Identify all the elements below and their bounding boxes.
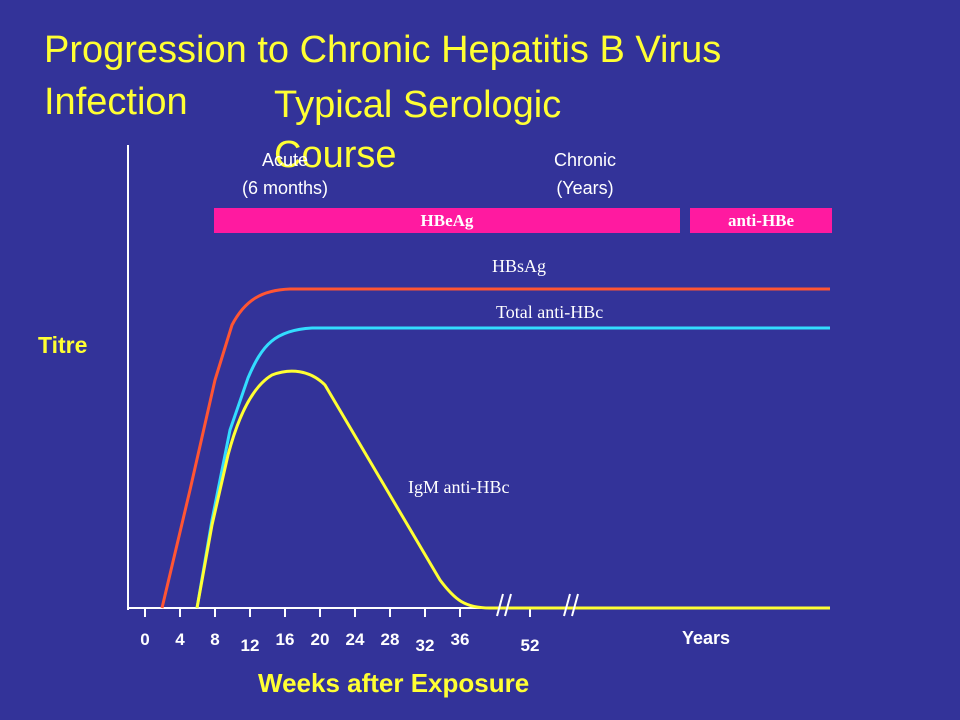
break-mark-1a [496,593,504,617]
phase-acute: Acute (6 months) [210,146,360,202]
slide-subtitle: Typical Serologic Course [274,84,562,176]
total-anti-hbc-curve [195,326,830,609]
x-tick-label: 0 [140,630,149,649]
x-axis-title: Weeks after Exposure [258,668,530,698]
phase-chronic: Chronic (Years) [510,146,660,202]
y-axis-label: Titre [38,332,88,358]
x-tick-label: 36 [451,630,470,649]
phase-acute-sublabel: (6 months) [241,178,329,198]
break-mark-2b [571,593,579,617]
break-mark-1b [504,593,512,617]
series-label-hbsag: HBsAg [492,256,547,276]
phase-chronic-label: Chronic [553,150,617,170]
hbsag-curve [160,287,830,609]
igm-anti-hbc-curve [195,369,830,610]
break-mark-2a [563,593,571,617]
phase-acute-label: Acute [261,150,309,170]
axis-break-marks [496,593,579,617]
x-tick-label: 20 [311,630,330,649]
x-tick-label: 16 [276,630,295,649]
x-tick-label: 8 [210,630,219,649]
phase-chronic-sublabel: (Years) [556,178,614,198]
x-tick-label: 32 [416,636,435,655]
x-tick-label: 24 [346,630,365,649]
x-tick-label: 4 [175,630,185,649]
slide-title: Progression to Chronic Hepatitis B Virus… [44,29,722,123]
x-tick-label: 52 [521,636,540,655]
x-axis-unit-years: Years [682,628,731,648]
x-tick-label: 12 [241,636,260,655]
x-tick-label: 28 [381,630,400,649]
anti-hbe-bar: anti-HBe [690,208,832,233]
series-label-total-anti-hbc: Total anti-HBc [496,302,604,322]
hbeag-bar: HBeAg [214,208,680,233]
series-label-igm-anti-hbc: IgM anti-HBc [408,477,510,497]
